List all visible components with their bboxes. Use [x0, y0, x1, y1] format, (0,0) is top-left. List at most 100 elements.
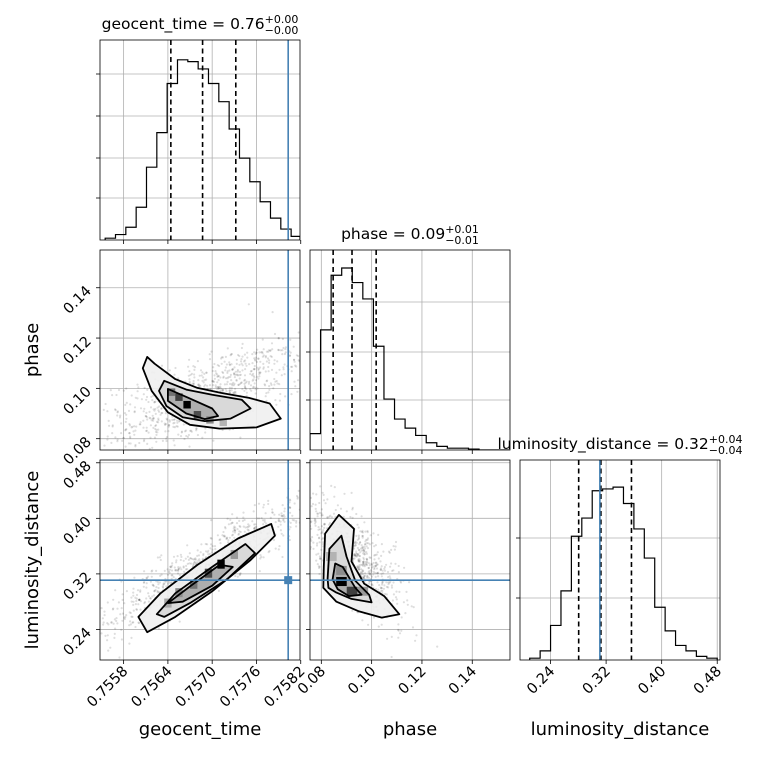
sample-point: [279, 520, 282, 523]
sample-point: [210, 543, 213, 546]
contour-line-3: [331, 562, 363, 597]
sample-point: [349, 515, 352, 519]
sample-point: [177, 567, 180, 571]
sample-point: [307, 561, 309, 563]
sample-point: [302, 524, 304, 526]
sample-point: [253, 357, 256, 360]
sample-point: [373, 554, 376, 557]
sample-point: [243, 353, 246, 356]
sample-point: [379, 560, 382, 563]
sample-point: [351, 470, 353, 472]
sample-point: [254, 358, 257, 361]
contour-line-2: [158, 379, 252, 423]
sample-point: [326, 498, 329, 501]
sample-point: [289, 351, 292, 354]
sample-point: [133, 433, 136, 436]
sample-point: [211, 369, 214, 373]
sample-point: [263, 520, 266, 524]
sample-point: [132, 591, 135, 594]
sample-point: [357, 567, 360, 570]
sample-point: [251, 379, 254, 382]
sample-point: [124, 429, 127, 432]
sample-point: [290, 393, 293, 396]
sample-point: [278, 519, 281, 523]
geocent_time-histogram: [100, 40, 300, 240]
sample-point: [196, 549, 199, 552]
sample-point: [317, 512, 320, 515]
sample-point: [154, 407, 157, 411]
sample-point: [186, 568, 189, 571]
sample-point: [160, 407, 163, 410]
sample-point: [310, 335, 312, 337]
sample-point: [234, 529, 237, 532]
sample-point: [188, 378, 191, 381]
sample-point: [284, 348, 287, 351]
sample-point: [189, 373, 192, 377]
sample-point: [307, 540, 309, 542]
sample-point: [213, 545, 217, 548]
sample-point: [195, 561, 198, 564]
sample-point: [366, 529, 369, 533]
x-tick-label: 0.40: [635, 664, 669, 698]
sample-point: [114, 436, 117, 439]
sample-point: [231, 533, 235, 536]
sample-point: [253, 367, 256, 370]
sample-point: [239, 436, 242, 439]
sample-point: [219, 383, 222, 386]
sample-point: [168, 420, 171, 423]
sample-point: [132, 600, 135, 603]
sample-point: [366, 575, 369, 578]
sample-point: [367, 542, 370, 545]
sample-point: [167, 570, 170, 573]
sample-point: [390, 655, 393, 659]
sample-point: [142, 426, 145, 429]
sample-point: [338, 483, 340, 485]
sample-point: [381, 589, 384, 593]
sample-point: [326, 516, 329, 519]
sample-point: [308, 560, 310, 562]
sample-point: [201, 379, 204, 382]
sample-point: [387, 576, 390, 579]
sample-point: [250, 374, 254, 377]
sample-point: [123, 616, 126, 619]
sample-point: [355, 552, 359, 555]
sample-point: [224, 526, 227, 529]
sample-point: [221, 356, 224, 359]
sample-point: [186, 555, 189, 558]
sample-point: [382, 587, 385, 590]
sample-point: [238, 574, 241, 577]
sample-point: [354, 554, 357, 557]
sample-point: [265, 360, 268, 363]
axes-frame: [309, 249, 511, 451]
sample-point: [317, 565, 320, 568]
sample-point: [221, 428, 224, 432]
sample-point: [222, 371, 225, 375]
axes-frame: [99, 39, 301, 241]
sample-point: [127, 442, 130, 445]
sample-point: [225, 537, 228, 541]
sample-point: [224, 355, 227, 358]
sample-point: [213, 380, 216, 383]
sample-point: [269, 349, 272, 352]
sample-point: [311, 536, 314, 539]
sample-point: [233, 529, 236, 532]
sample-point: [130, 394, 133, 397]
sample-point: [124, 403, 127, 406]
sample-point: [226, 536, 229, 539]
density-cell: [336, 577, 347, 587]
sample-point: [390, 586, 394, 589]
sample-point: [129, 436, 132, 439]
sample-point: [238, 377, 241, 380]
sample-point: [375, 567, 379, 570]
sample-point: [138, 598, 141, 601]
sample-point: [412, 606, 415, 609]
sample-point: [227, 376, 230, 379]
sample-point: [171, 418, 174, 421]
sample-point: [117, 601, 120, 604]
sample-point: [254, 356, 257, 359]
sample-point: [357, 568, 361, 571]
sample-point: [236, 374, 239, 377]
axes-frame: [99, 459, 301, 661]
sample-point: [288, 354, 291, 357]
sample-point: [380, 554, 383, 558]
